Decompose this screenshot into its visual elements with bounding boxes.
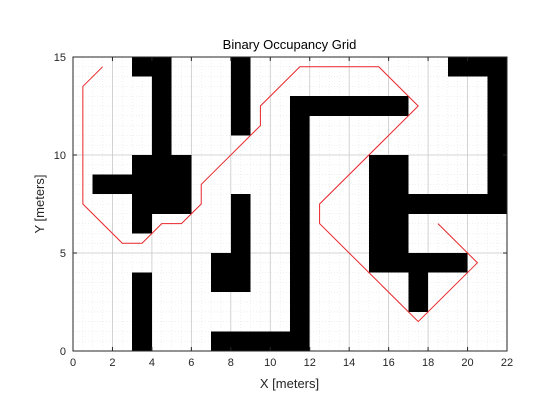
- x-tick-label: 2: [109, 357, 115, 369]
- occupied-cell: [132, 57, 152, 77]
- occupied-cell: [230, 57, 251, 136]
- x-axis-ticks: 0 2 4 6 8 10 12 14 16 18 20 22: [70, 57, 513, 369]
- occupied-cell: [151, 57, 172, 214]
- x-tick-label: 16: [383, 357, 395, 369]
- occupied-cell: [368, 155, 409, 273]
- x-tick-label: 4: [149, 357, 155, 369]
- axes-box: [72, 56, 508, 352]
- x-tick-label: 8: [228, 357, 234, 369]
- y-tick-label: 0: [60, 346, 66, 358]
- x-tick-label: 22: [501, 357, 513, 369]
- y-tick-label: 5: [60, 248, 66, 260]
- chart-title: Binary Occupancy Grid: [223, 37, 357, 52]
- y-axis-ticks: 0 5 10 15: [54, 52, 507, 358]
- y-tick-label: 15: [54, 52, 66, 64]
- planned-path-line: [82, 66, 479, 323]
- y-tick-label: 10: [54, 150, 66, 162]
- occupied-cell: [290, 96, 310, 332]
- path-layer: [82, 66, 479, 323]
- x-tick-label: 0: [70, 357, 76, 369]
- occupied-cell: [309, 96, 409, 116]
- x-tick-label: 6: [188, 357, 194, 369]
- occupied-cell: [408, 194, 507, 214]
- occupied-cell: [211, 331, 310, 351]
- occupied-cell: [487, 57, 507, 195]
- x-tick-label: 14: [343, 357, 355, 369]
- occupied-cell: [211, 253, 231, 293]
- occupied-cell: [92, 174, 133, 195]
- x-tick-label: 10: [264, 357, 276, 369]
- y-axis-label: Y [meters]: [32, 174, 47, 233]
- occupied-cell: [230, 194, 251, 293]
- occupied-cell: [132, 272, 152, 351]
- x-axis-label: X [meters]: [260, 376, 319, 391]
- occupied-cell: [447, 57, 488, 77]
- x-tick-label: 18: [422, 357, 434, 369]
- occupied-cell: [408, 253, 468, 273]
- occupied-cell: [132, 155, 152, 234]
- occupied-cell: [408, 272, 429, 312]
- occupied-cells: [92, 57, 507, 351]
- occupied-cell: [171, 155, 192, 214]
- x-tick-label: 20: [461, 357, 473, 369]
- plot-area: 0 2 4 6 8 10 12 14 16 18 20 22 0 5 10 15: [54, 52, 513, 369]
- x-tick-label: 12: [304, 357, 316, 369]
